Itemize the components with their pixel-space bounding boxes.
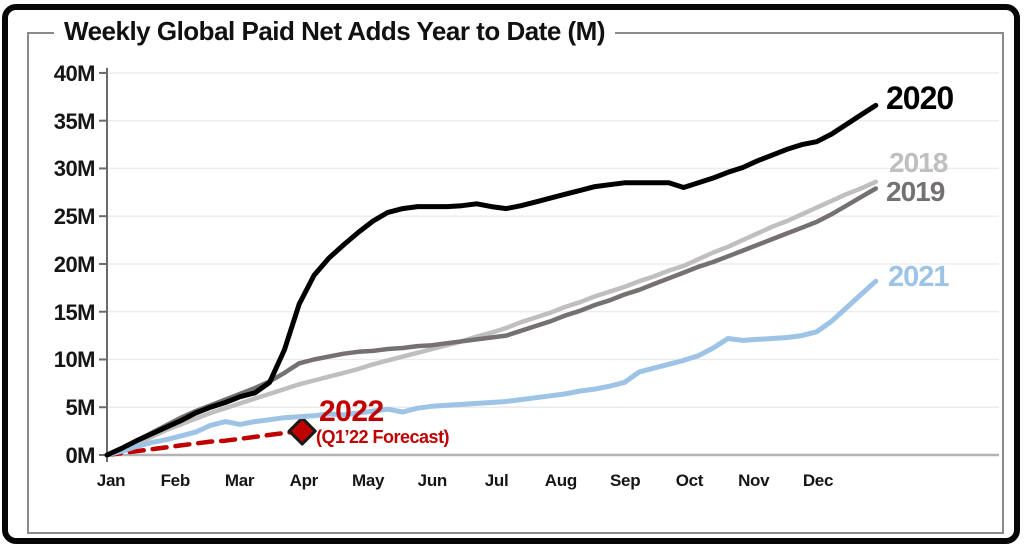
forecast-note-label: (Q1’22 Forecast): [316, 427, 450, 447]
y-axis-tick-label: 15M: [53, 299, 96, 325]
y-axis-tick-label: 25M: [53, 204, 96, 230]
line-series-2020: [104, 102, 879, 458]
y-axis-tick-label: 20M: [53, 251, 96, 277]
line-series-2021: [104, 278, 879, 458]
x-axis-tick-label: Jul: [484, 471, 509, 490]
chart-panel: [27, 32, 1004, 534]
x-axis-tick-label: Oct: [675, 471, 704, 490]
x-axis-tick-label: Nov: [738, 471, 770, 490]
series-end-label-2020: 2020: [886, 80, 954, 116]
series-end-label-2018: 2018: [889, 147, 948, 178]
x-axis-tick-label: Jan: [96, 471, 126, 490]
x-axis-tick-label: May: [351, 471, 385, 490]
x-axis-tick-label: Dec: [802, 471, 834, 490]
forecast-diamond-marker: [287, 416, 317, 446]
forecast-year-label: 2022: [319, 395, 384, 428]
y-axis-tick-label: 5M: [65, 395, 95, 421]
series-end-label-2019: 2019: [886, 176, 945, 207]
y-axis-tick-label: 30M: [53, 156, 96, 182]
chart-title: Weekly Global Paid Net Adds Year to Date…: [54, 16, 615, 47]
series-end-label-2021: 2021: [888, 261, 950, 293]
y-axis-tick-label: 10M: [53, 347, 96, 373]
y-axis-tick-label: 0M: [65, 443, 95, 468]
x-axis-tick-label: Apr: [289, 471, 319, 490]
line-series-2019: [104, 186, 879, 458]
y-axis-tick-label: 40M: [53, 60, 96, 86]
line-series-2022: [104, 428, 302, 458]
x-axis-tick-label: Sep: [610, 471, 641, 490]
x-axis-tick-label: Mar: [224, 471, 255, 490]
line-series-2018: [104, 179, 879, 458]
x-axis-tick-label: Jun: [417, 471, 448, 490]
x-axis-tick-label: Feb: [160, 471, 191, 490]
y-axis-tick-label: 35M: [53, 108, 96, 134]
x-axis-tick-label: Aug: [544, 471, 577, 490]
